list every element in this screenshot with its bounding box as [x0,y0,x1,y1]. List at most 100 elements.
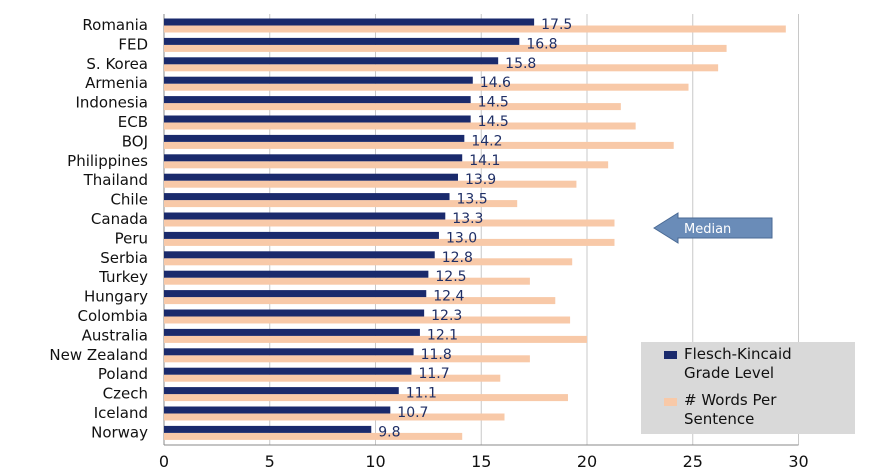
data-label: 11.1 [406,386,437,402]
bar-words-per-sentence [164,258,573,266]
bar-words-per-sentence [164,316,571,324]
bar-flesch-kincaid [164,134,465,142]
bar-flesch-kincaid [164,251,435,259]
data-label: 12.5 [435,269,466,285]
bar-words-per-sentence [164,161,609,169]
category-label: Canada [91,210,148,228]
category-label: Iceland [94,404,148,422]
bar-words-per-sentence [164,335,587,343]
x-tick-label: 15 [471,452,491,471]
data-label: 16.8 [526,36,557,52]
data-label: 9.8 [378,424,400,440]
category-label: New Zealand [49,346,148,364]
median-arrow [653,212,773,244]
bar-flesch-kincaid [164,309,425,317]
category-label: Czech [103,385,148,403]
data-label: 12.8 [442,250,473,266]
legend: Flesch-Kincaid Grade Level # Words Per S… [641,342,855,434]
bar-words-per-sentence [164,141,674,149]
bar-flesch-kincaid [164,425,372,433]
category-label: Peru [115,229,148,247]
category-label: ECB [118,113,148,131]
bar-flesch-kincaid [164,231,439,239]
legend-text-flesch-kincaid: Flesch-Kincaid Grade Level [684,345,796,382]
category-label: Turkey [98,268,148,286]
data-label: 12.4 [433,289,464,305]
legend-swatch-words-per-sentence [664,398,677,406]
data-label: 13.3 [452,211,483,227]
bar-words-per-sentence [164,180,577,188]
category-label: S. Korea [86,55,148,73]
x-tick-label: 20 [577,452,597,471]
bar-words-per-sentence [164,297,556,305]
category-label: FED [118,35,148,53]
bars [164,18,786,440]
bar-words-per-sentence [164,432,463,440]
bar-flesch-kincaid [164,290,427,298]
category-label: Colombia [78,307,149,325]
bar-flesch-kincaid [164,348,414,356]
category-label: Armenia [85,74,148,92]
x-tick-label: 10 [365,452,385,471]
data-label: 17.5 [541,17,572,33]
data-label: 15.8 [505,56,536,72]
category-label: Poland [98,365,148,383]
category-label: Indonesia [75,94,148,112]
bar-words-per-sentence [164,355,530,363]
bar-words-per-sentence [164,238,615,246]
x-tick-label: 25 [683,452,703,471]
x-tick-labels: 0 5 10 15 20 25 30 [159,452,809,471]
median-annotation: Median [653,212,773,244]
bar-flesch-kincaid [164,57,499,65]
bar-words-per-sentence [164,277,530,285]
data-label: 12.3 [431,308,462,324]
legend-text-words-per-sentence: # Words Per Sentence [684,391,781,428]
data-label: 14.5 [478,95,509,111]
data-label: 12.1 [427,327,458,343]
bar-words-per-sentence [164,394,568,402]
category-label: Norway [91,423,148,441]
data-label: 13.9 [465,172,496,188]
data-label: 11.8 [421,347,452,363]
data-label: 14.5 [478,114,509,130]
category-label: Australia [82,326,148,344]
bar-words-per-sentence [164,44,727,52]
bar-words-per-sentence [164,413,505,421]
bar-words-per-sentence [164,122,636,130]
bar-flesch-kincaid [164,328,420,336]
bar-flesch-kincaid [164,387,399,395]
category-label: Chile [110,191,148,209]
bar-flesch-kincaid [164,76,473,84]
category-label: Thailand [83,171,148,189]
bar-flesch-kincaid [164,367,412,375]
bar-flesch-kincaid [164,96,471,104]
legend-swatch-flesch-kincaid [664,351,677,359]
data-label: 10.7 [397,405,428,421]
bar-flesch-kincaid [164,18,535,26]
x-tick-label: 5 [265,452,275,471]
category-label: Romania [82,16,148,34]
bar-words-per-sentence [164,374,501,382]
data-label: 14.1 [469,153,500,169]
bar-words-per-sentence [164,103,621,111]
bar-flesch-kincaid [164,270,429,278]
bar-flesch-kincaid [164,212,446,220]
category-label: Hungary [84,288,148,306]
bar-words-per-sentence [164,219,615,227]
bar-flesch-kincaid [164,406,391,414]
bar-words-per-sentence [164,83,689,91]
data-label: 14.6 [480,75,511,91]
data-label: 11.7 [418,366,449,382]
bar-flesch-kincaid [164,37,520,45]
x-tick-label: 0 [159,452,169,471]
bar-flesch-kincaid [164,115,471,123]
bar-words-per-sentence [164,25,786,33]
x-tick-label: 30 [788,452,808,471]
data-label: 13.0 [446,230,477,246]
bar-flesch-kincaid [164,154,463,162]
bar-flesch-kincaid [164,193,450,201]
data-labels: 17.5 16.8 15.8 14.6 14.5 14.5 14.2 14.1 13.9 13.5… [378,17,572,440]
data-label: 13.5 [457,192,488,208]
bar-words-per-sentence [164,200,518,208]
